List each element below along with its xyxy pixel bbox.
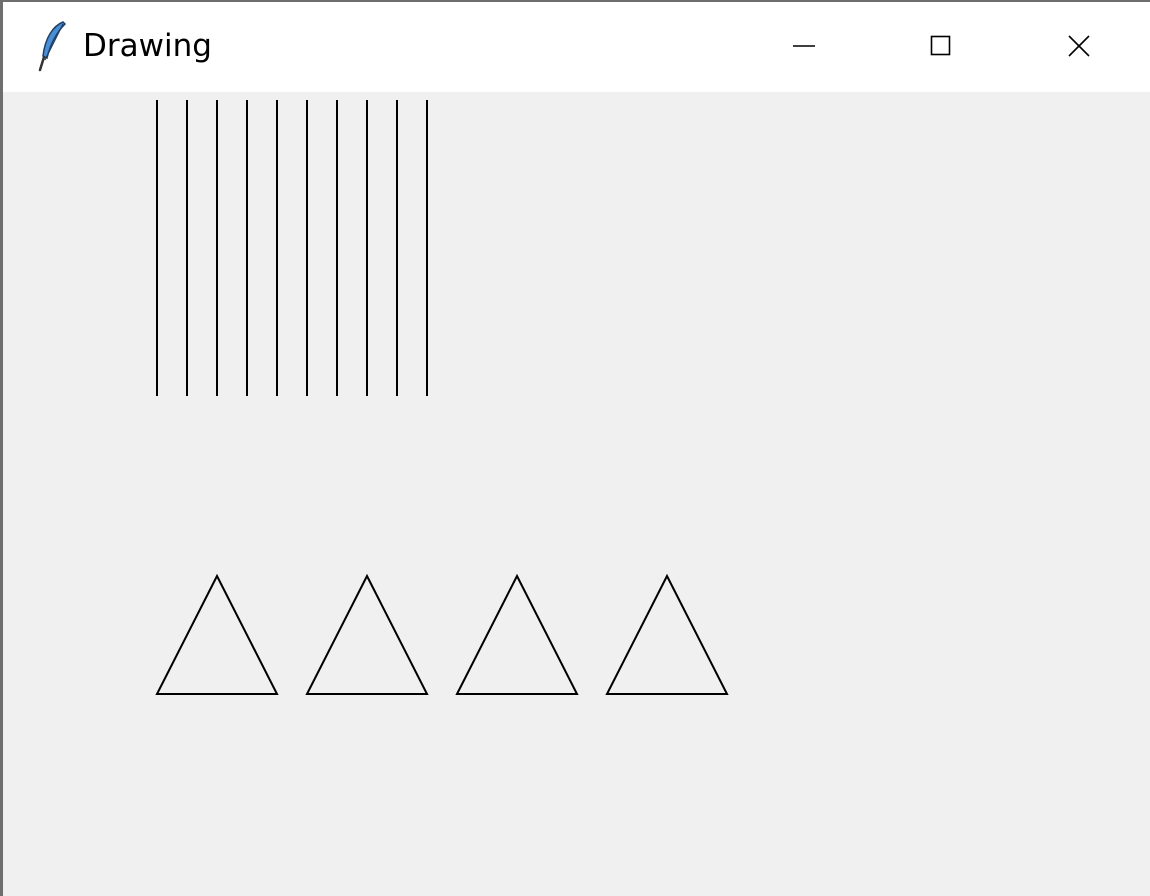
title-bar[interactable]: Drawing — [3, 2, 1150, 92]
triangle-outline — [455, 573, 579, 695]
window-title: Drawing — [83, 28, 212, 64]
drawing-canvas[interactable] — [3, 92, 1150, 896]
feather-icon — [38, 21, 67, 72]
drawing-surface — [155, 100, 729, 695]
minimize-button[interactable] — [736, 2, 872, 90]
close-button[interactable] — [1011, 2, 1147, 90]
minimize-icon — [793, 45, 815, 47]
triangle-outline — [605, 573, 729, 695]
triangle-outline — [305, 573, 429, 695]
maximize-icon — [930, 35, 951, 56]
maximize-button[interactable] — [873, 2, 1009, 90]
triangle-outline — [155, 573, 279, 695]
close-icon — [1068, 35, 1090, 57]
